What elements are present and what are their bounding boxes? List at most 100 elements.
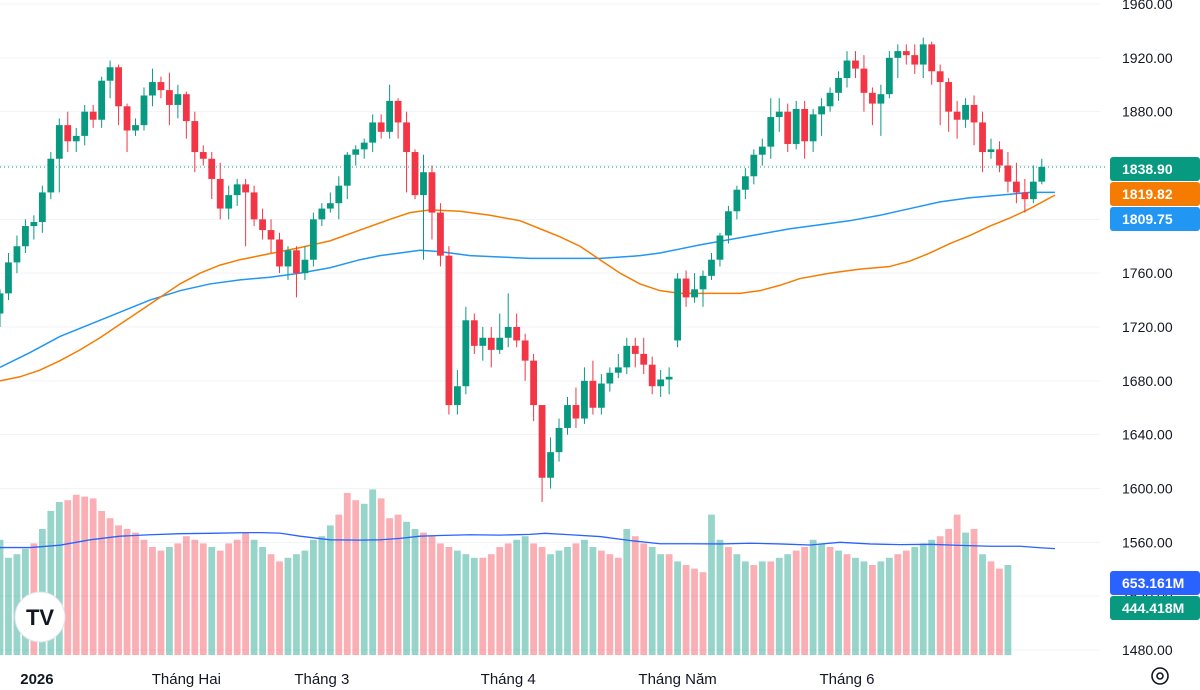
candle — [453, 370, 461, 415]
volume-bar — [953, 514, 961, 655]
volume-bar — [411, 529, 419, 655]
candle — [343, 152, 351, 200]
candle — [885, 51, 893, 99]
candle — [970, 95, 978, 146]
candle — [496, 313, 504, 354]
candle — [369, 114, 377, 153]
candle — [547, 437, 554, 489]
tradingview-logo[interactable]: TV — [14, 591, 66, 643]
candle — [725, 205, 732, 244]
candle — [47, 152, 55, 200]
price-badge: 653.161M — [1110, 571, 1200, 595]
volume-bar — [81, 496, 89, 655]
candle — [682, 270, 690, 307]
tradingview-logo-text: TV — [26, 605, 54, 630]
volume-bar — [885, 557, 893, 655]
volume-bar — [987, 561, 995, 655]
volume-bar — [479, 557, 487, 655]
volume-bar — [530, 543, 538, 655]
candle — [953, 100, 961, 139]
time-tick-label: 2026 — [20, 671, 53, 688]
candle — [691, 273, 698, 303]
volume-bar — [267, 554, 275, 655]
candle — [55, 118, 63, 193]
volume-bar — [962, 532, 969, 655]
candle — [293, 246, 300, 298]
candle — [623, 337, 631, 375]
candle — [860, 55, 868, 112]
candle — [521, 333, 529, 381]
candle — [216, 162, 224, 220]
candle — [945, 78, 953, 132]
candle — [377, 114, 385, 139]
candle — [335, 176, 343, 220]
volume-bar — [343, 493, 351, 655]
volume-bar — [72, 494, 80, 655]
time-axis[interactable]: 2026 Tháng Hai Tháng 3 Tháng 4 Tháng Năm Thán… — [20, 671, 874, 688]
time-tick-label: Tháng 4 — [481, 671, 536, 688]
candle — [394, 98, 402, 139]
volume-bar — [301, 550, 309, 655]
price-badge: 444.418M — [1110, 596, 1200, 620]
candle — [767, 98, 775, 159]
volume-bar — [699, 572, 707, 655]
candle — [250, 185, 258, 227]
candle — [614, 353, 622, 379]
candle — [962, 98, 969, 128]
time-tick-label: Tháng 3 — [294, 671, 349, 688]
volume-bar — [420, 532, 427, 655]
candle — [81, 104, 89, 146]
volume-bar — [309, 539, 317, 655]
candle — [741, 168, 749, 200]
candle — [352, 145, 360, 166]
volume-bar — [843, 554, 851, 655]
candle — [38, 185, 46, 233]
volume-bar — [386, 518, 394, 655]
candle — [191, 111, 199, 173]
volume-bar — [758, 561, 766, 655]
volume-bar — [928, 539, 936, 655]
volume-bar — [140, 539, 148, 655]
volume-bar — [682, 565, 690, 655]
candle — [1013, 162, 1020, 204]
volume-bar — [674, 561, 681, 655]
volume-bar — [589, 547, 597, 655]
volume-bar — [403, 521, 410, 655]
candle — [267, 219, 275, 253]
volume-bar — [572, 543, 580, 655]
volume-bar — [250, 539, 258, 655]
ma-orange-line — [0, 194, 1056, 382]
volume-bar — [750, 565, 758, 655]
candle — [852, 51, 859, 79]
candle — [22, 219, 29, 253]
candle — [115, 64, 122, 126]
volume-bar — [945, 529, 953, 655]
volume-bar — [640, 543, 648, 655]
volume-bar — [564, 547, 571, 655]
candle — [166, 72, 173, 126]
volume-bar — [716, 539, 724, 655]
volume-bar — [106, 518, 114, 655]
volume-bar — [225, 543, 233, 655]
volume-bar — [437, 543, 444, 655]
candle — [835, 71, 842, 101]
volume-bar — [55, 502, 63, 655]
price-tick-label: 1760.00 — [1122, 265, 1173, 281]
volume-bar — [979, 554, 986, 655]
volume-bar — [369, 489, 377, 655]
volume-bar — [428, 536, 436, 655]
volume-bar — [462, 554, 470, 655]
price-tick-label: 1480.00 — [1122, 642, 1173, 658]
candle — [386, 84, 394, 139]
volume-bar — [293, 554, 300, 655]
candle — [30, 215, 38, 240]
price-tick-label: 1640.00 — [1122, 427, 1173, 443]
settings-icon[interactable] — [1151, 667, 1169, 685]
candle — [5, 252, 12, 301]
volume-bar — [894, 554, 902, 655]
volume-bar — [64, 500, 72, 655]
candle — [530, 353, 538, 422]
volume-bar — [132, 532, 139, 655]
volume-bar — [453, 550, 461, 655]
volume-bar — [326, 525, 334, 655]
